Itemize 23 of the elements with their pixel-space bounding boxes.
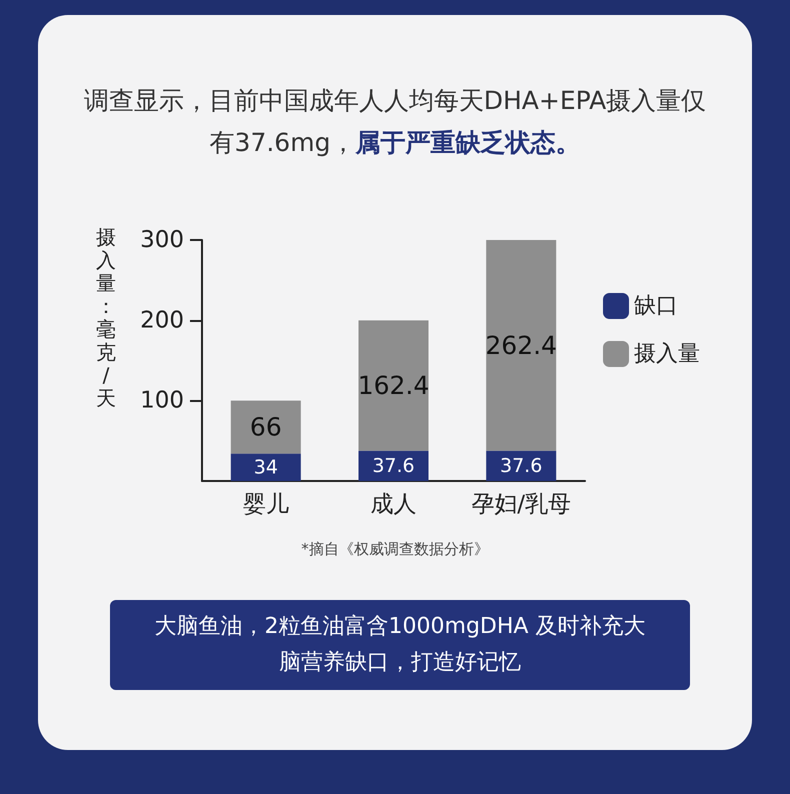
data-label: 262.4 [485,330,557,360]
y-tick-label: 300 [140,227,184,253]
x-tick-label: 成人 [370,492,416,518]
bar [358,450,428,481]
data-label: 34 [254,456,278,478]
bar [486,240,556,451]
text: *摘自《权威调查数据分析》 [300,540,490,559]
chart-subtitle: 属于严重缺乏状态。 [355,128,580,157]
x-tick-label: 孕妇/乳母 [471,492,572,518]
bar [358,320,428,451]
legend-label: 缺口 [634,294,678,318]
bar [230,454,301,481]
data-label: 37.6 [500,454,542,477]
y-axis-title: 摄入量：毫克/天 [95,225,117,410]
bar [230,400,301,454]
x-tick-label: 婴儿 [242,492,289,518]
y-tick-label: 100 [140,388,184,414]
y-tick-label: 200 [140,307,184,334]
data-label: 37.6 [372,454,415,477]
text: 大脑鱼油，2粒鱼油富含1000mgDHA 及时补充大脑营养缺口，打造好记忆 [110,600,690,690]
data-label: 66 [250,412,282,442]
data-label: 162.4 [358,371,430,400]
legend-label: 摄入量 [634,342,700,366]
